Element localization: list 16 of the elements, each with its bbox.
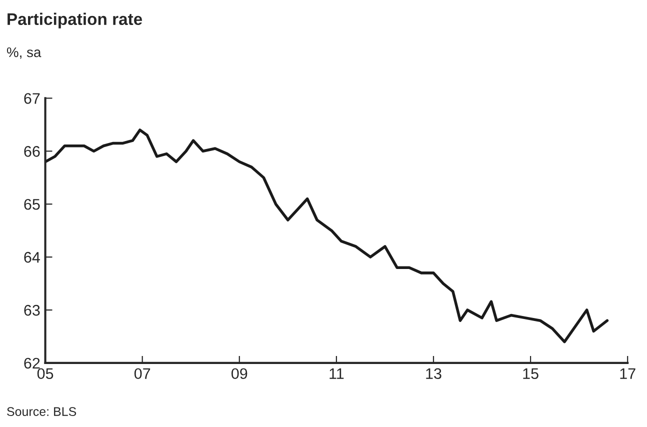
x-tick-label: 07 [134, 368, 150, 380]
x-tick-label: 09 [231, 368, 248, 380]
x-tick-label: 11 [330, 368, 344, 379]
chart-subtitle: %, sa [6, 47, 42, 59]
y-tick-label: 63 [24, 304, 40, 316]
y-tick-label: 67 [24, 93, 40, 104]
y-tick-label: 66 [24, 146, 40, 157]
x-tick-label: 13 [426, 368, 442, 380]
x-tick-label: 17 [620, 368, 636, 379]
y-tick-label: 64 [24, 252, 40, 263]
y-tick-label: 62 [24, 358, 40, 369]
y-tick-label: 65 [24, 198, 40, 210]
x-tick-label: 05 [37, 368, 54, 380]
chart-title: Participation rate [8, 12, 142, 28]
source-note: Source: BLS [7, 407, 76, 416]
x-tick-label: 15 [523, 368, 538, 380]
